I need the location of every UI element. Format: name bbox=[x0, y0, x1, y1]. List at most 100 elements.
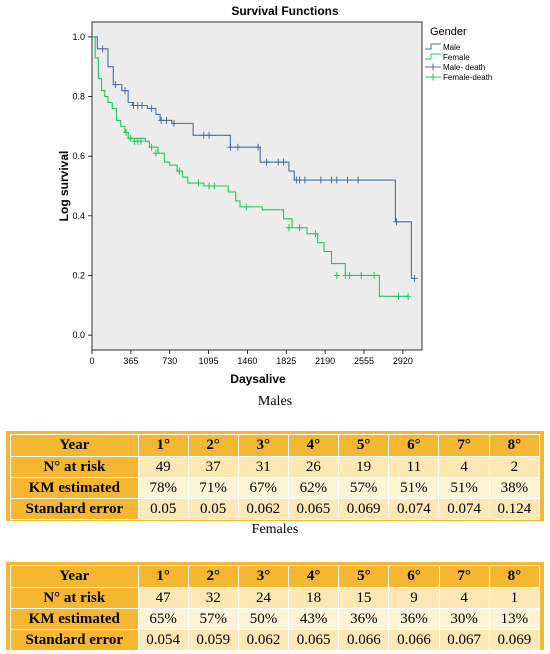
censor-mark-male bbox=[344, 176, 351, 184]
censor-mark-male bbox=[227, 143, 234, 151]
censor-mark-male bbox=[139, 101, 146, 109]
censor-mark-female bbox=[346, 271, 353, 279]
table-cell: 0.066 bbox=[388, 629, 440, 651]
table-cell: 65% bbox=[137, 608, 189, 630]
series-line-female bbox=[92, 36, 409, 297]
table-header-cell: 6° bbox=[388, 565, 440, 588]
table-cell: 51% bbox=[388, 477, 440, 499]
table-row-label: Standard error bbox=[10, 498, 139, 520]
table-header-cell: 8° bbox=[488, 565, 541, 588]
table-row: N° at risk 49 37 31 26 19 11 4 2 bbox=[10, 456, 541, 478]
x-tick-label: 1825 bbox=[276, 356, 296, 366]
censor-mark-female bbox=[358, 271, 365, 279]
table-header-cell: 2° bbox=[187, 434, 239, 457]
table-cell: 0.065 bbox=[288, 629, 340, 651]
table-cell: 0.065 bbox=[287, 498, 340, 520]
table-row-label: N° at risk bbox=[10, 456, 139, 478]
table-cell: 13% bbox=[488, 608, 541, 630]
table-header-cell: 5° bbox=[338, 565, 390, 588]
censor-mark-female bbox=[127, 134, 134, 142]
legend-label: Male- death bbox=[443, 63, 485, 72]
table-cell: 36% bbox=[338, 608, 390, 630]
x-tick-label: 1095 bbox=[199, 356, 219, 366]
censor-mark-female bbox=[211, 182, 218, 190]
table-header-cell: 2° bbox=[187, 565, 239, 588]
y-tick-label: 0.2 bbox=[72, 270, 85, 280]
table-row: KM estimated 78% 71% 67% 62% 57% 51% 51% 38% bbox=[10, 477, 541, 499]
table-cell: 4 bbox=[438, 587, 490, 609]
table-cell: 32 bbox=[187, 587, 239, 609]
censor-mark-male bbox=[393, 218, 400, 226]
females-table: Year 1° 2° 3° 4° 5° 6° 7° 8° N° at risk 47 32 24 18 15… bbox=[10, 565, 541, 651]
table-cell: 24 bbox=[237, 587, 290, 609]
table-row-label: Standard error bbox=[10, 629, 139, 651]
females-label: Females bbox=[251, 522, 299, 537]
legend-swatch bbox=[425, 53, 441, 60]
table-cell: 0.062 bbox=[237, 629, 290, 651]
table-cell: 57% bbox=[187, 608, 239, 630]
table-header-cell: 1° bbox=[137, 565, 189, 588]
table-header-cell: 7° bbox=[438, 565, 490, 588]
x-axis-label: Daysalive bbox=[230, 372, 286, 386]
legend-label: Female-death bbox=[443, 73, 492, 82]
x-tick-label: 2190 bbox=[315, 356, 335, 366]
censor-mark-female bbox=[371, 271, 378, 279]
legend-title: Gender bbox=[430, 26, 467, 38]
censor-mark-female bbox=[296, 224, 303, 232]
table-cell: 0.124 bbox=[488, 498, 541, 520]
table-cell: 31 bbox=[237, 456, 289, 478]
censor-mark-female bbox=[152, 149, 159, 157]
table-cell: 0.069 bbox=[338, 498, 390, 520]
table-cell: 0.05 bbox=[137, 498, 189, 520]
table-header-cell: 3° bbox=[237, 434, 289, 457]
censor-mark-female bbox=[137, 137, 144, 145]
table-cell: 38% bbox=[488, 477, 541, 499]
censor-mark-female bbox=[333, 271, 340, 279]
censor-mark-female bbox=[395, 292, 402, 300]
table-cell: 0.059 bbox=[187, 629, 239, 651]
table-row: Standard error 0.05 0.05 0.062 0.065 0.069 0.0… bbox=[10, 498, 541, 520]
x-tick-label: 2555 bbox=[354, 356, 374, 366]
table-cell: 19 bbox=[338, 456, 390, 478]
males-table: Year 1° 2° 3° 4° 5° 6° 7° 8° N° at risk 49 37 31 26 19… bbox=[10, 434, 541, 520]
table-cell: 78% bbox=[137, 477, 189, 499]
censor-mark-male bbox=[411, 274, 418, 282]
table-cell: 15 bbox=[338, 587, 390, 609]
y-tick-label: 1.0 bbox=[72, 32, 85, 42]
table-header-cell: 5° bbox=[338, 434, 390, 457]
table-header-cell: 4° bbox=[287, 434, 340, 457]
table-cell: 37 bbox=[187, 456, 239, 478]
x-tick-label: 0 bbox=[89, 356, 94, 366]
y-tick-label: 0.6 bbox=[72, 151, 85, 161]
table-cell: 11 bbox=[388, 456, 440, 478]
table-cell: 18 bbox=[288, 587, 340, 609]
table-row: N° at risk 47 32 24 18 15 9 4 1 bbox=[10, 587, 541, 609]
censor-mark-male bbox=[275, 158, 282, 166]
table-cell: 67% bbox=[237, 477, 289, 499]
table-header-cell: Year bbox=[10, 434, 139, 457]
censor-mark-female bbox=[195, 179, 202, 187]
table-row-label: N° at risk bbox=[10, 587, 139, 609]
censor-mark-female bbox=[405, 292, 412, 300]
censor-mark-male bbox=[158, 116, 165, 124]
series-line-male bbox=[92, 36, 415, 279]
x-tick-label: 730 bbox=[162, 356, 177, 366]
table-header-cell: 8° bbox=[488, 434, 541, 457]
censor-mark-male bbox=[112, 81, 119, 89]
censor-mark-female bbox=[312, 230, 319, 238]
table-header-cell: 3° bbox=[237, 565, 290, 588]
y-tick-label: 0.0 bbox=[72, 330, 85, 340]
plot-area bbox=[91, 21, 423, 351]
table-cell: 51% bbox=[438, 477, 490, 499]
table-cell: 43% bbox=[288, 608, 340, 630]
table-header-cell: 1° bbox=[137, 434, 189, 457]
y-tick-label: 0.4 bbox=[72, 211, 85, 221]
table-cell: 4 bbox=[438, 456, 490, 478]
table-cell: 0.062 bbox=[237, 498, 289, 520]
censor-mark-male bbox=[200, 131, 207, 139]
table-cell: 50% bbox=[237, 608, 290, 630]
table-cell: 0.05 bbox=[187, 498, 239, 520]
table-header-cell: 6° bbox=[388, 434, 440, 457]
censor-mark-male bbox=[333, 176, 340, 184]
